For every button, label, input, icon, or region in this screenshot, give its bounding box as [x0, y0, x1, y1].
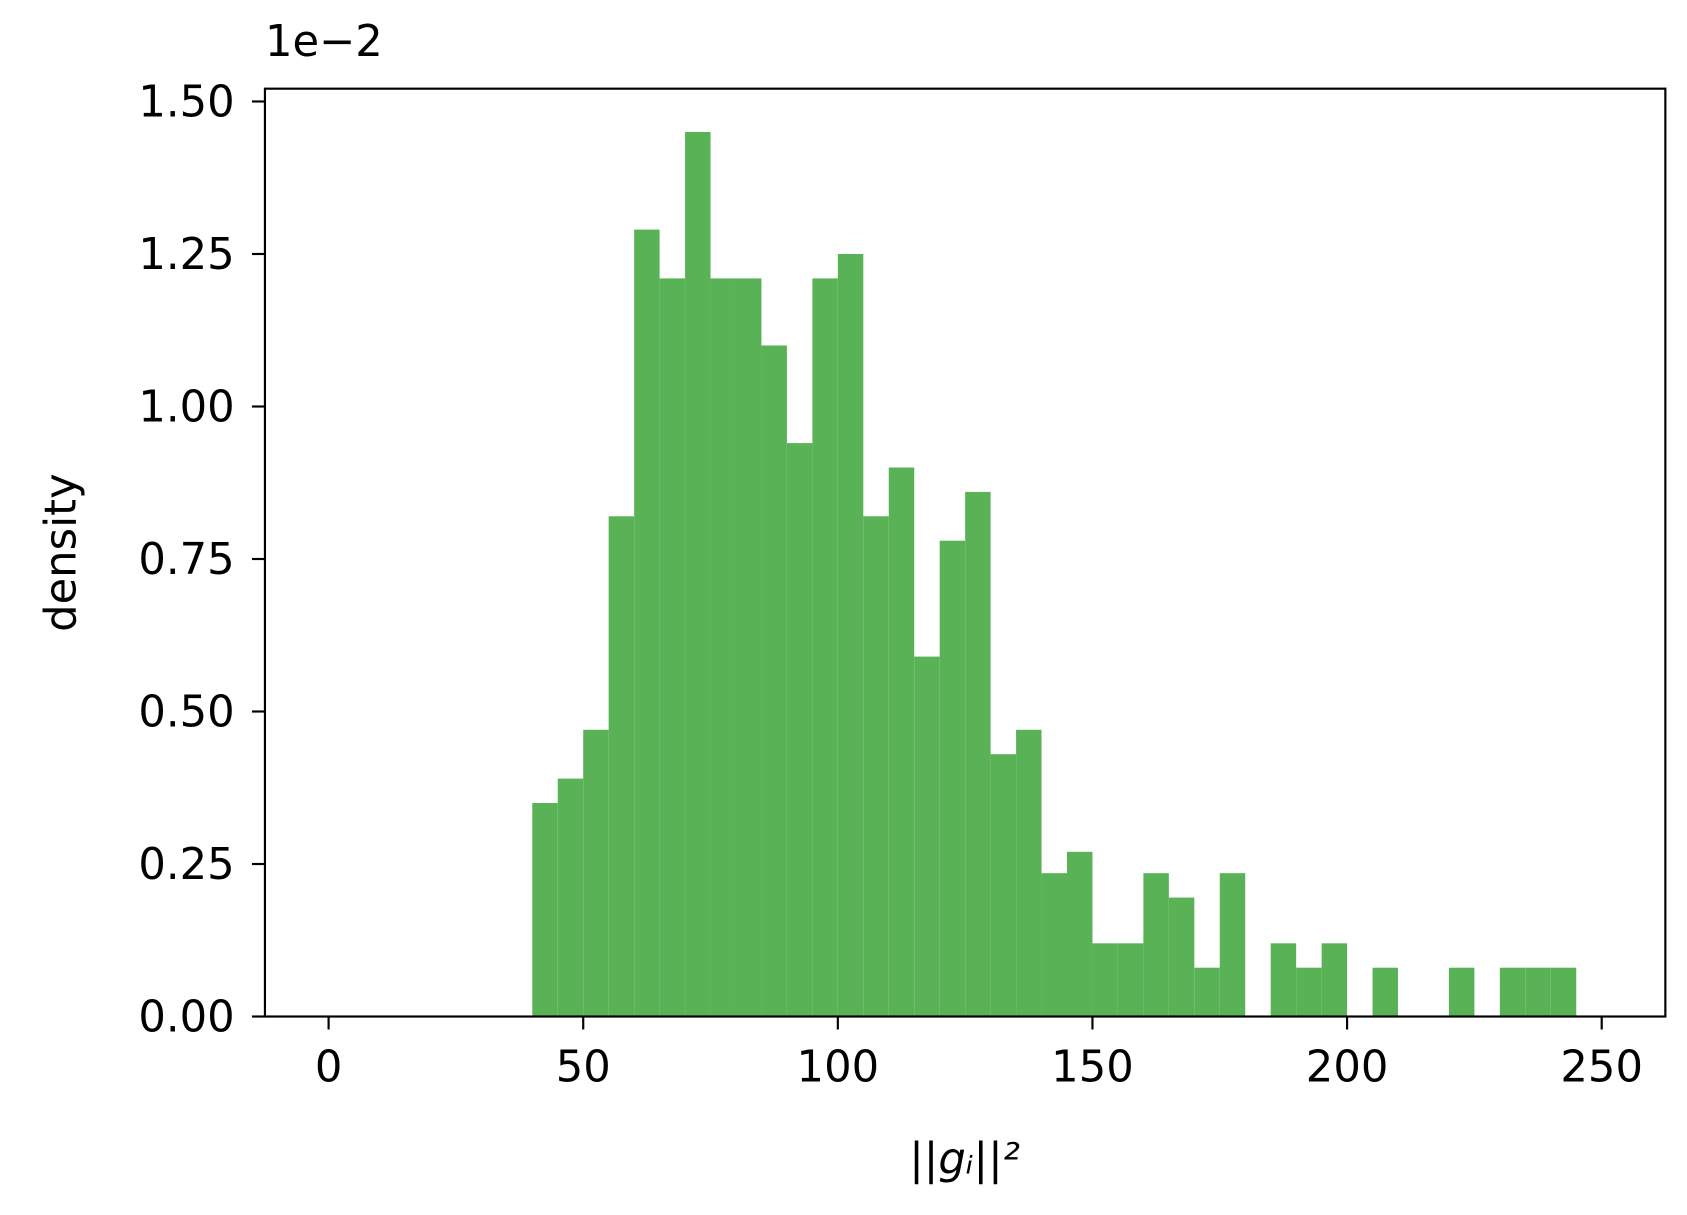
- histogram-bar: [710, 278, 736, 1017]
- histogram-bar: [1448, 967, 1475, 1017]
- plot-root: 1e−2 ||gᵢ||² density 0.00 0.25 0.50 0.75 1.0…: [37, 17, 1667, 1184]
- histogram-bar: [608, 516, 635, 1017]
- histogram-bar: [1550, 967, 1577, 1017]
- offset-text: 1e−2: [265, 17, 383, 67]
- y-tick-label: 0.50: [138, 688, 234, 738]
- y-axis-label: density: [37, 473, 87, 632]
- histogram-bar: [786, 443, 813, 1017]
- histogram-bar: [1168, 897, 1195, 1017]
- histogram-bar: [583, 729, 609, 1017]
- histogram-bar: [837, 253, 864, 1017]
- histogram-bar: [1041, 873, 1067, 1017]
- histogram-bar: [557, 778, 584, 1017]
- histogram-bar: [685, 131, 711, 1017]
- histogram-bar: [1219, 873, 1246, 1017]
- histogram-bar: [965, 491, 991, 1017]
- histogram-bar: [735, 278, 762, 1017]
- y-tick-label: 1.50: [138, 78, 234, 128]
- histogram-bar: [1296, 967, 1322, 1017]
- y-tick-label: 0.25: [138, 840, 234, 890]
- histogram-bar: [659, 278, 686, 1017]
- x-tick-label: 100: [797, 1042, 880, 1092]
- y-tick-label: 1.25: [138, 230, 234, 280]
- histogram-bar: [888, 467, 915, 1017]
- histogram-bar: [1270, 943, 1297, 1017]
- histogram-bar: [812, 278, 838, 1017]
- x-tick-label: 250: [1560, 1042, 1643, 1092]
- x-tick-label: 0: [315, 1042, 343, 1092]
- histogram-bar: [1092, 943, 1118, 1017]
- x-axis-label: ||gᵢ||²: [909, 1134, 1020, 1184]
- histogram-bar: [532, 803, 558, 1017]
- histogram-bar: [914, 656, 940, 1017]
- histogram-bar: [1117, 943, 1144, 1017]
- histogram-bar: [1372, 967, 1399, 1017]
- histogram-bar: [939, 540, 966, 1017]
- x-tick-label: 50: [556, 1042, 611, 1092]
- y-tick-label: 0.00: [138, 993, 234, 1043]
- histogram-bar: [990, 754, 1017, 1017]
- x-tick-label: 200: [1306, 1042, 1389, 1092]
- y-tick-label: 0.75: [138, 535, 234, 585]
- histogram-bar: [1143, 873, 1169, 1017]
- x-tick-label: 150: [1051, 1042, 1134, 1092]
- histogram-bar: [761, 345, 787, 1017]
- histogram-bar: [634, 229, 660, 1017]
- histogram-bar: [1016, 729, 1042, 1017]
- histogram-bar: [1321, 943, 1348, 1017]
- axes-frame: [263, 87, 1667, 1018]
- histogram-bar: [1066, 851, 1093, 1017]
- histogram-bar: [863, 516, 889, 1017]
- histogram-bar: [1525, 967, 1551, 1017]
- histogram-bar: [1194, 967, 1220, 1017]
- histogram-bar: [1499, 967, 1526, 1017]
- y-tick-label: 1.00: [138, 383, 234, 433]
